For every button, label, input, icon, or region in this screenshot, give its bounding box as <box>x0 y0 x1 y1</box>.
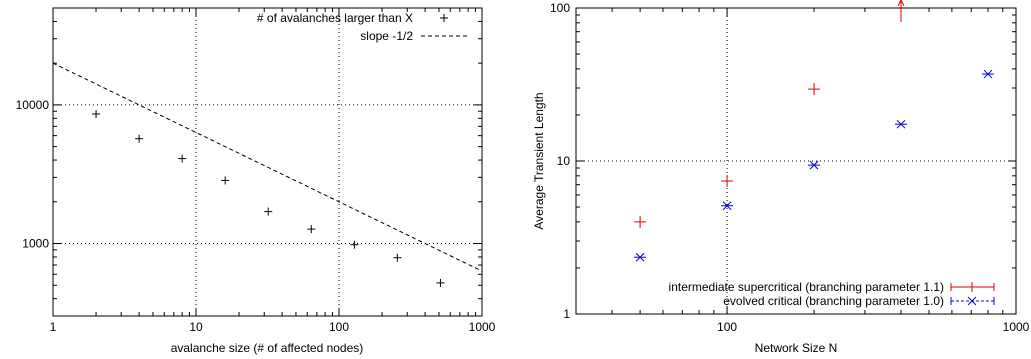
left-plot-frame <box>52 7 483 317</box>
left-y-tick-label: 1000 <box>22 237 49 251</box>
right-chart: 100 1000 1 10 100 Network Size N Average Tra… <box>532 0 1030 355</box>
right-legend-marker-1 <box>950 296 995 306</box>
left-legend-label-0: # of avalanches larger than X <box>257 11 413 25</box>
left-data-point <box>92 109 101 118</box>
red-off-scale-arrow <box>897 0 905 22</box>
left-tick-labels: 1 10 100 1000 1000 10000 <box>16 98 496 334</box>
left-grid <box>53 8 482 316</box>
left-legend-label-1: slope -1/2 <box>360 29 413 43</box>
left-x-axis-label: avalanche size (# of affected nodes) <box>171 341 364 355</box>
blue-data-point <box>982 69 995 79</box>
left-data-point <box>393 253 402 262</box>
left-data-point <box>221 176 230 185</box>
right-points <box>634 0 995 262</box>
left-x-tick-label: 1 <box>50 320 57 334</box>
right-y-tick-label: 100 <box>550 1 570 15</box>
left-chart: 1 10 100 1000 1000 10000 avalanche size (# of… <box>16 7 496 355</box>
left-data-point <box>350 240 359 249</box>
right-grid <box>576 8 1016 314</box>
left-data-point <box>307 225 316 234</box>
right-legend-label-1: evolved critical (branching parameter 1.… <box>723 294 944 308</box>
right-x-tick-label: 1000 <box>1003 320 1030 334</box>
right-ticks <box>576 7 1017 315</box>
right-legend-marker-0 <box>950 282 995 292</box>
red-arrow-head <box>897 0 905 7</box>
right-x-axis-label: Network Size N <box>755 341 838 355</box>
left-x-tick-label: 10 <box>189 320 203 334</box>
left-lines <box>52 62 483 272</box>
right-y-tick-label: 10 <box>557 154 571 168</box>
blue-data-point <box>808 160 821 170</box>
left-data-point <box>178 154 187 163</box>
left-data-point <box>436 278 445 287</box>
blue-data-point <box>721 201 734 211</box>
left-x-tick-label: 1000 <box>469 320 496 334</box>
right-y-tick-label: 1 <box>563 307 570 321</box>
left-legend: # of avalanches larger than X slope -1/2 <box>257 11 468 43</box>
left-ticks <box>52 8 483 316</box>
right-legend-blue-x-d2 <box>967 296 977 306</box>
left-points <box>92 109 445 287</box>
left-data-point <box>264 207 273 216</box>
right-x-tick-label: 100 <box>717 320 737 334</box>
right-legend: intermediate supercritical (branching pa… <box>669 280 995 308</box>
red-data-point <box>808 83 821 96</box>
right-tick-labels: 100 1000 1 10 100 <box>550 1 1030 334</box>
right-legend-label-0: intermediate supercritical (branching pa… <box>669 280 944 294</box>
blue-data-point <box>895 119 908 129</box>
blue-data-point <box>634 252 647 262</box>
slope-reference-line <box>52 62 483 272</box>
left-x-tick-label: 100 <box>329 320 349 334</box>
left-y-tick-label: 10000 <box>16 98 50 112</box>
red-data-point <box>721 175 734 188</box>
red-data-point <box>634 215 647 228</box>
left-legend-marker-0 <box>440 14 448 22</box>
right-y-axis-label: Average Transient Length <box>532 92 546 229</box>
left-data-point <box>135 134 144 143</box>
